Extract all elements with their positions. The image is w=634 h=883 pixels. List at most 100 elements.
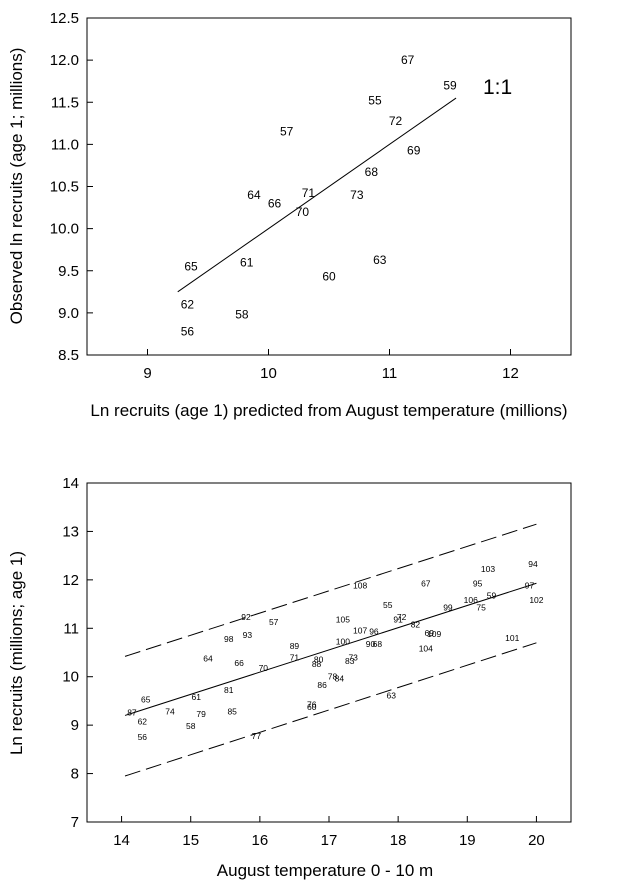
y-tick-label: 11.5 [51,94,79,111]
point-label: 104 [419,644,433,654]
point-label: 74 [165,707,175,717]
x-tick-label: 9 [143,365,151,382]
point-label: 64 [247,188,261,202]
point-label: 73 [348,652,358,662]
point-label: 65 [141,695,151,705]
point-label: 81 [224,685,234,695]
point-label: 72 [397,612,407,622]
point-label: 95 [473,578,483,588]
prediction-interval-line [124,523,537,657]
x-tick-label: 20 [528,832,545,849]
point-label: 99 [443,602,453,612]
point-label: 109 [427,629,441,639]
x-tick-label: 12 [502,365,519,382]
point-label: 68 [373,639,383,649]
point-label: 69 [425,628,435,638]
point-label: 56 [181,324,195,338]
y-tick-label: 7 [71,814,79,831]
prediction-interval-line [124,642,537,777]
y-tick-label: 12.5 [50,10,79,27]
point-label: 83 [345,656,355,666]
point-label: 57 [280,125,294,139]
point-label: 61 [240,255,254,269]
fit-line [177,97,457,293]
x-tick-label: 17 [321,832,338,849]
x-axis-title: August temperature 0 - 10 m [217,861,433,880]
point-label: 96 [369,627,379,637]
x-tick-label: 19 [459,832,476,849]
point-label: 84 [335,674,345,684]
point-label: 61 [192,692,202,702]
x-axis-title: Ln recruits (age 1) predicted from Augus… [90,401,567,420]
point-label: 68 [365,165,379,179]
y-tick-label: 8.5 [58,347,79,364]
point-label: 58 [186,721,196,731]
x-tick-label: 14 [113,832,130,849]
y-tick-label: 11 [63,620,79,637]
point-label: 78 [328,672,338,682]
scatter-plot-predicted-vs-observed: 9 10 11 12 8.5 9.0 9.5 10.0 10.5 11.0 11.5 12.0 12.… [7,10,572,420]
point-label: 70 [296,205,310,219]
point-label: 108 [353,581,367,591]
point-label: 62 [181,297,195,311]
y-tick-label: 9.0 [58,305,79,322]
y-tick-label: 12.0 [50,52,79,69]
point-label: 72 [389,114,403,128]
point-label: 80 [314,654,324,664]
point-label: 76 [307,699,317,709]
point-label: 56 [138,732,148,742]
point-label: 102 [529,595,543,605]
y-tick-label: 9 [71,717,79,734]
y-tick-label: 12 [62,572,79,589]
y-axis-title: Observed ln recruits (age 1; millions) [7,48,26,325]
fit-line [124,582,537,716]
point-label: 91 [393,615,403,625]
y-tick-label: 13 [62,523,79,540]
y-tick-label: 11.0 [51,136,79,153]
y-tick-label: 10 [62,669,79,686]
x-tick-label: 16 [252,832,269,849]
x-tick-label: 18 [390,832,407,849]
point-label: 107 [353,625,367,635]
point-label: 100 [336,636,350,646]
point-label: 94 [528,559,538,569]
point-label: 67 [401,53,415,67]
x-tick-label: 11 [382,365,398,382]
point-label: 55 [383,600,393,610]
point-label: 63 [386,691,396,701]
point-label: 66 [268,196,282,210]
point-label: 103 [481,564,495,574]
point-label: 87 [127,708,137,718]
point-label: 101 [505,633,519,643]
plot-frame [86,482,572,823]
x-tick-label: 15 [182,832,199,849]
point-label: 79 [196,709,206,719]
point-label: 64 [203,653,213,663]
y-tick-label: 8 [71,766,79,783]
point-label: 67 [421,578,431,588]
point-label: 71 [302,186,316,200]
point-label: 73 [350,188,364,202]
point-label: 57 [269,617,279,627]
point-label: 86 [317,680,327,690]
point-label: 93 [243,630,253,640]
point-label: 59 [487,590,497,600]
y-tick-label: 14 [62,475,79,492]
point-label: 70 [259,663,269,673]
point-label: 105 [336,615,350,625]
point-label: 60 [307,702,317,712]
point-label: 66 [234,658,244,668]
point-label: 71 [290,652,300,662]
point-label: 69 [407,143,421,157]
point-label: 90 [366,639,376,649]
y-tick-label: 10.0 [50,221,79,238]
point-label: 65 [184,260,198,274]
point-label: 85 [227,707,237,717]
point-label: 89 [290,641,300,651]
point-label: 75 [476,602,486,612]
point-label: 58 [235,308,249,322]
x-tick-label: 10 [260,365,277,382]
point-label: 63 [373,253,387,267]
